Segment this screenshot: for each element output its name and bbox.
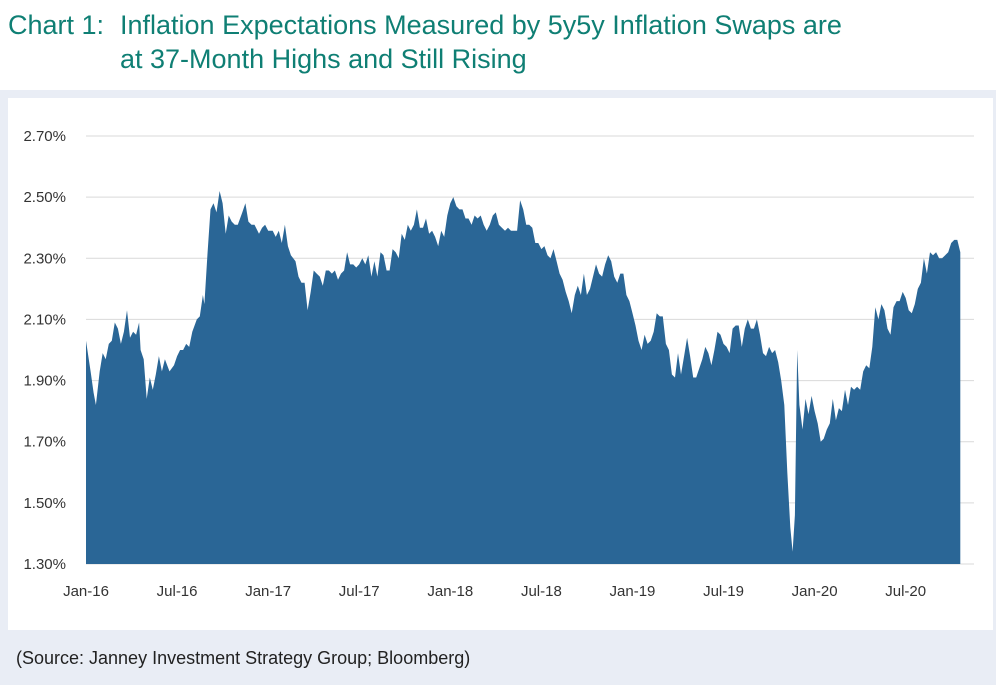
x-tick-label: Jul-20 bbox=[885, 583, 926, 600]
y-tick-label: 1.30% bbox=[23, 556, 66, 573]
x-tick-label: Jul-16 bbox=[157, 583, 198, 600]
series-area bbox=[86, 191, 961, 564]
x-tick-label: Jul-19 bbox=[703, 583, 744, 600]
y-tick-label: 1.50% bbox=[23, 495, 66, 512]
y-tick-label: 1.90% bbox=[23, 373, 66, 390]
y-tick-label: 1.70% bbox=[23, 434, 66, 451]
source-note: (Source: Janney Investment Strategy Grou… bbox=[16, 648, 471, 668]
x-tick-label: Jan-19 bbox=[610, 583, 656, 600]
x-tick-label: Jan-17 bbox=[245, 583, 291, 600]
chart-number-label: Chart 1: bbox=[8, 10, 105, 40]
x-tick-label: Jan-20 bbox=[792, 583, 838, 600]
x-tick-label: Jul-18 bbox=[521, 583, 562, 600]
y-tick-label: 2.50% bbox=[23, 189, 66, 206]
y-tick-label: 2.70% bbox=[23, 128, 66, 145]
x-tick-label: Jan-18 bbox=[427, 583, 473, 600]
x-tick-label: Jan-16 bbox=[63, 583, 109, 600]
chart-title-line-2: at 37-Month Highs and Still Rising bbox=[120, 44, 527, 74]
y-tick-label: 2.10% bbox=[23, 311, 66, 328]
x-tick-label: Jul-17 bbox=[339, 583, 380, 600]
chart-title-line-1: Inflation Expectations Measured by 5y5y … bbox=[120, 10, 842, 40]
y-tick-label: 2.30% bbox=[23, 250, 66, 267]
